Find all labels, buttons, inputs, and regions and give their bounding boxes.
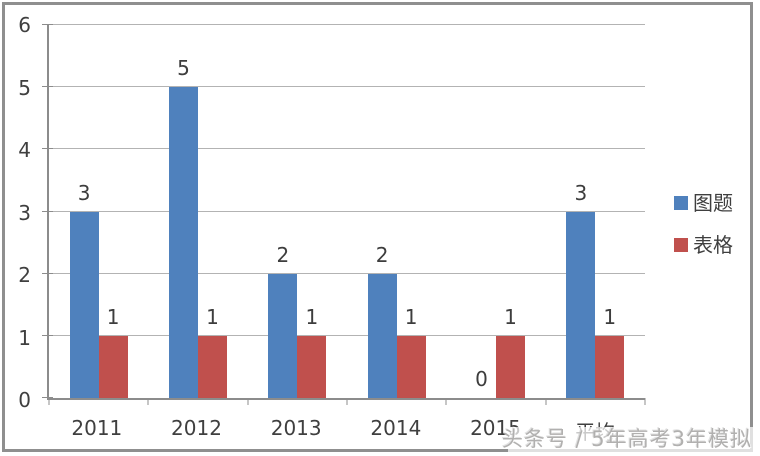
data-label: 1 (504, 304, 517, 329)
data-label: 2 (375, 242, 389, 267)
gridline (49, 210, 645, 212)
bar-red: 1 (495, 307, 525, 398)
y-axis-tick (42, 86, 53, 88)
legend-item-series-2: 表格 (674, 235, 733, 255)
x-axis-tick (545, 398, 547, 405)
bar-blue: 5 (169, 58, 198, 398)
y-axis-tick (42, 334, 53, 336)
bar-blue: 3 (69, 183, 99, 398)
y-axis-tick-label: 6 (18, 13, 31, 37)
data-label: 2 (276, 242, 290, 267)
legend: 图题 表格 (674, 193, 733, 255)
x-axis-category-label: 2011 (71, 416, 123, 440)
bar-red: 1 (595, 307, 625, 398)
bar-blue: 3 (566, 183, 596, 398)
data-label: 1 (603, 304, 617, 329)
bar-red: 1 (297, 307, 327, 398)
x-axis-category-label: 2012 (171, 416, 222, 440)
y-axis: 0 1 2 3 4 5 6 (0, 15, 40, 410)
data-label: 1 (106, 304, 120, 329)
bar-blue: 2 (268, 245, 298, 398)
watermark-text: 头条号 / 5年高考3年模拟 (501, 427, 752, 451)
y-axis-tick-label: 1 (18, 325, 31, 350)
y-axis-tick-label: 2 (18, 263, 31, 287)
x-axis-tick (48, 398, 50, 405)
y-axis-tick (42, 397, 53, 398)
data-label: 1 (404, 304, 418, 329)
legend-item-series-1: 图题 (674, 193, 733, 213)
data-label: 1 (206, 304, 219, 329)
data-label: 3 (574, 180, 588, 205)
y-axis-tick (42, 148, 53, 150)
data-label: 1 (305, 304, 319, 329)
bar-red: 1 (197, 307, 227, 398)
y-axis-tick-label: 5 (18, 75, 31, 100)
legend-label: 图题 (693, 191, 733, 215)
y-axis-tick-label: 3 (18, 200, 31, 225)
gridline (49, 334, 645, 336)
bar-blue: 2 (367, 245, 397, 398)
x-axis-tick (247, 398, 249, 405)
bar-red: 1 (396, 307, 426, 398)
y-axis-tick (42, 272, 53, 274)
bar-red: 1 (98, 307, 128, 398)
x-axis-category-label: 2014 (370, 416, 422, 440)
x-axis-tick (147, 398, 149, 405)
x-axis-tick (644, 398, 646, 405)
data-label: 5 (177, 56, 190, 81)
data-label: 3 (77, 180, 91, 205)
data-label: 0 (475, 367, 488, 391)
gridline (49, 148, 645, 150)
legend-label: 表格 (693, 233, 733, 257)
y-axis-tick (42, 24, 53, 25)
x-axis-tick (445, 398, 447, 405)
y-axis-tick (42, 210, 53, 212)
y-axis-tick-label: 0 (18, 388, 31, 412)
gridline (49, 272, 645, 274)
y-axis-tick-label: 4 (18, 138, 31, 162)
x-axis-category-label: 2013 (270, 416, 322, 440)
red-square-icon (674, 238, 688, 252)
gridline (49, 86, 645, 88)
gridline (49, 24, 645, 25)
blue-square-icon (674, 196, 688, 210)
x-axis-tick (346, 398, 348, 405)
